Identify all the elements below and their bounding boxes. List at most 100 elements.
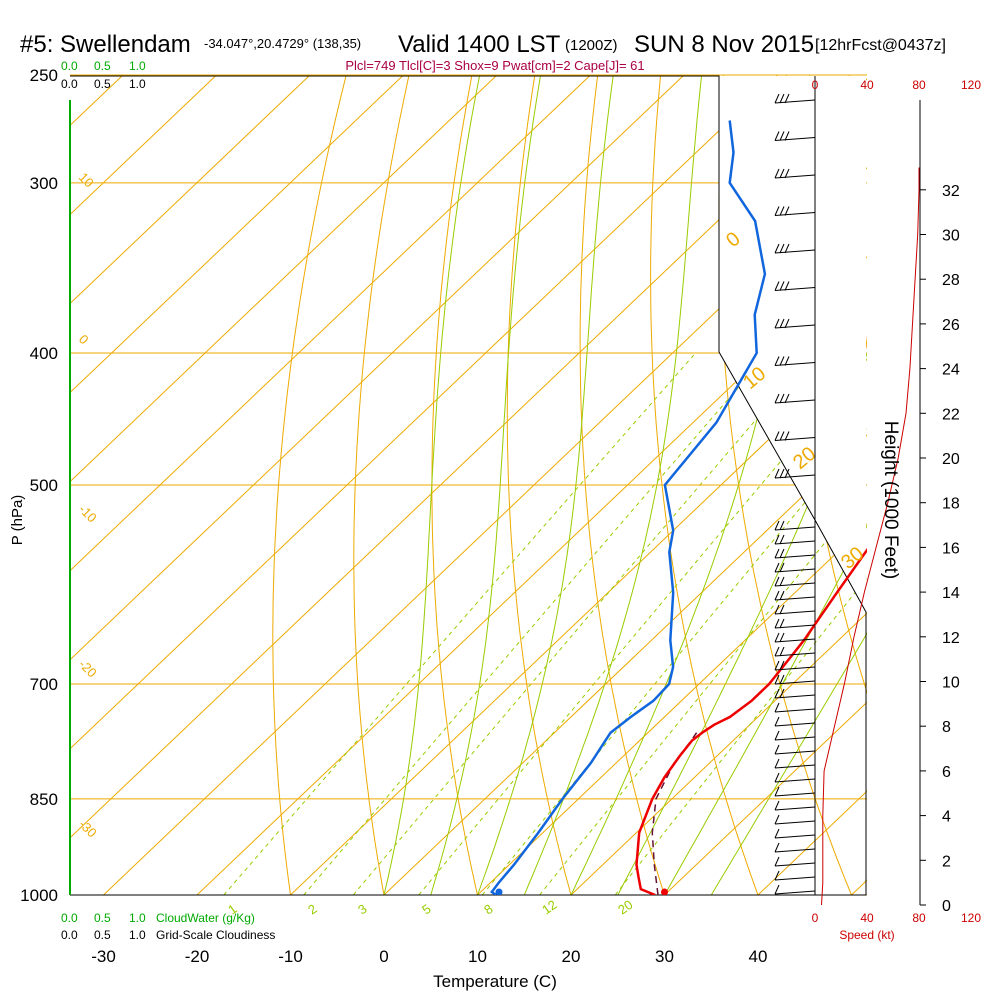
isotherm-line <box>0 75 30 895</box>
speed-tick-bottom: 80 <box>912 911 926 925</box>
wind-barb-feather <box>774 576 780 587</box>
isotherm-line <box>70 75 498 483</box>
wind-barb-feather <box>774 688 780 699</box>
wind-barb-feather <box>774 716 780 727</box>
pressure-tick-label: 850 <box>30 790 58 809</box>
wind-barb-staff <box>774 324 816 329</box>
x-tick-label: 0 <box>379 947 388 966</box>
wind-barb-feather <box>774 562 780 573</box>
wind-barb <box>774 520 816 531</box>
wind-barb-staff <box>774 287 816 291</box>
wind-barb-feather <box>774 243 780 254</box>
wind-barb-feather <box>774 744 780 755</box>
temperature-line <box>635 547 867 895</box>
wind-barb-feather <box>779 393 785 404</box>
mixing-ratio-label: 5 <box>419 901 434 917</box>
wind-barb-feather <box>779 206 785 216</box>
height-tick-label: 26 <box>942 317 960 334</box>
wind-barb-feather <box>784 206 790 216</box>
height-tick-label: 18 <box>942 496 960 513</box>
height-axis-title: Height (1000 Feet) <box>880 421 901 579</box>
wind-barb-staff <box>774 652 816 657</box>
wind-barb-feather <box>774 93 780 104</box>
wind-barb-feather <box>784 243 790 254</box>
cloudwater-tick: 1.0 <box>129 59 146 73</box>
wind-barb-feather <box>784 393 790 404</box>
isotherm-line <box>70 75 217 216</box>
mixing-ratio-label: 8 <box>481 901 496 917</box>
wind-barb-feather <box>779 660 785 671</box>
wind-barb-feather <box>774 828 780 839</box>
x-tick-label: 30 <box>655 947 674 966</box>
height-tick-label: 8 <box>942 719 951 736</box>
wind-barb-feather <box>779 168 785 179</box>
wind-barb-staff <box>774 99 816 104</box>
wind-barb <box>774 744 816 755</box>
isotherm-label: -10 <box>76 502 100 526</box>
mixing-ratio-label: 3 <box>355 901 370 917</box>
wind-barb <box>774 800 816 811</box>
wind-barb-staff <box>774 806 816 811</box>
wind-barb-feather <box>779 548 785 559</box>
height-tick-label: 10 <box>942 675 960 692</box>
wind-barb-staff <box>774 526 816 531</box>
wind-barb-feather <box>784 281 790 291</box>
wind-barb-staff <box>774 249 816 254</box>
dry-adiabat-line <box>579 75 665 895</box>
wind-barb-feather <box>774 131 780 141</box>
mixing-ratio-line <box>223 352 696 895</box>
height-tick-label: 30 <box>942 228 960 245</box>
speed-tick-top: 40 <box>860 78 874 92</box>
speed-tick-bottom: 0 <box>812 911 819 925</box>
isotherm-line <box>851 879 867 895</box>
wind-barb-feather <box>779 431 785 441</box>
wind-barb-feather <box>779 646 785 657</box>
wind-barb-staff <box>774 750 816 755</box>
dry-adiabat-line <box>848 75 867 351</box>
wind-barb-feather <box>774 393 780 404</box>
wind-barb <box>774 884 816 895</box>
wind-barb-staff <box>774 778 816 783</box>
wind-barb <box>774 243 816 254</box>
wind-barb <box>774 842 816 853</box>
height-tick-label: 0 <box>942 898 951 915</box>
height-tick-label: 16 <box>942 540 960 557</box>
wind-barb-staff <box>774 890 816 895</box>
wind-barb <box>774 772 816 783</box>
dry-adiabat-line <box>974 51 1000 895</box>
wind-barbs <box>774 93 816 895</box>
isotherm-line <box>70 75 311 305</box>
isotherm-label: 10 <box>76 170 97 191</box>
wind-barb-staff <box>774 362 816 366</box>
wind-barb <box>774 814 816 825</box>
wind-barb-feather <box>774 702 780 713</box>
wind-barb-staff <box>774 820 816 825</box>
wind-barb-feather <box>784 168 790 179</box>
wind-barb-feather <box>774 814 780 825</box>
wind-barb-feather <box>774 318 780 329</box>
cloudiness-label: Grid-Scale Cloudiness <box>156 928 275 942</box>
moist-adiabat-line <box>477 75 614 895</box>
speed-tick-bottom: 120 <box>961 911 981 925</box>
wind-barb <box>774 393 816 404</box>
pressure-tick-label: 300 <box>30 174 58 193</box>
wind-barb-staff <box>774 610 816 615</box>
wind-barb-feather <box>779 688 785 699</box>
pressure-tick-label: 250 <box>30 66 58 85</box>
wind-barb-feather <box>774 856 780 867</box>
wind-barb-feather <box>774 786 780 797</box>
wind-barb-feather <box>774 431 780 441</box>
isotherm-label: -30 <box>76 817 100 841</box>
wind-barb-feather <box>774 884 780 895</box>
wind-barb <box>774 431 816 441</box>
wind-barb-staff <box>774 554 816 559</box>
wind-barb <box>774 534 816 545</box>
wind-barb-staff <box>774 764 816 769</box>
wind-barb-feather <box>774 548 780 559</box>
wind-barb-staff <box>774 722 816 727</box>
wind-barb-feather <box>774 674 780 685</box>
moist-adiabat-line <box>430 75 542 895</box>
height-tick-label: 28 <box>942 272 960 289</box>
